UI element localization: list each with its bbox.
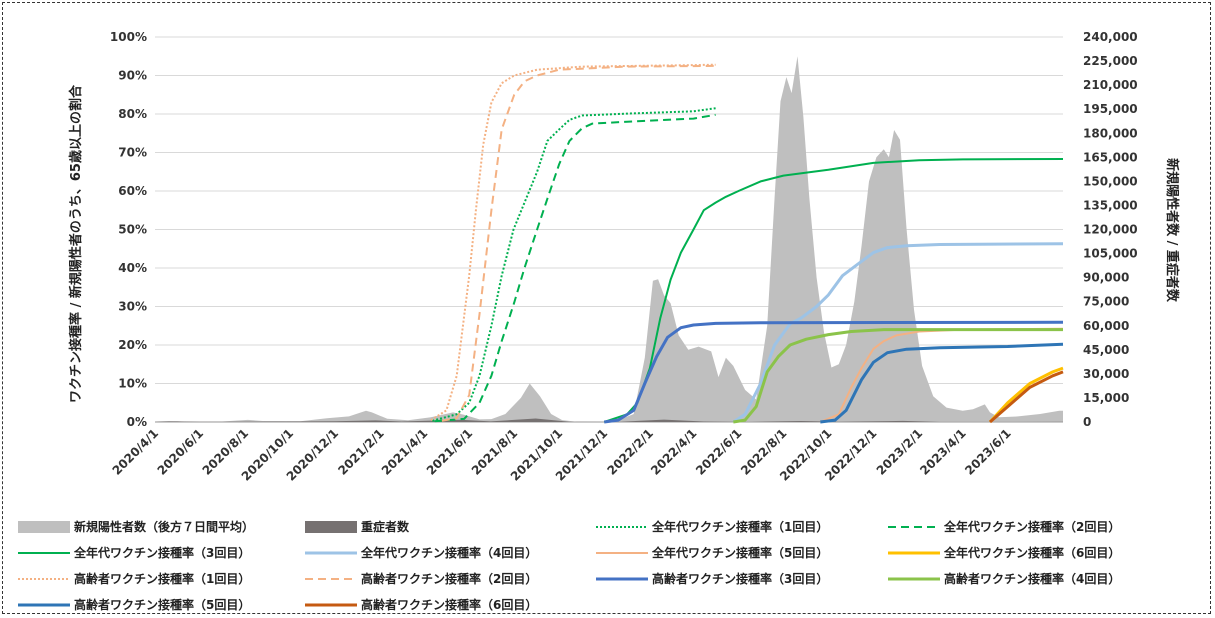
legend-label: 高齢者ワクチン接種率（4回目） bbox=[944, 571, 1120, 586]
x-tick-label: 2022/2/1 bbox=[605, 426, 657, 478]
left-tick-label: 60% bbox=[118, 184, 147, 198]
legend-label: 高齢者ワクチン接種率（2回目） bbox=[361, 571, 537, 586]
x-tick-label: 2023/4/1 bbox=[917, 426, 969, 478]
x-tick-label: 2023/6/1 bbox=[962, 426, 1014, 478]
legend-label: 全年代ワクチン接種率（2回目） bbox=[943, 519, 1120, 534]
right-tick-label: 30,000 bbox=[1083, 367, 1129, 381]
right-tick-label: 135,000 bbox=[1083, 198, 1138, 212]
right-tick-label: 150,000 bbox=[1083, 174, 1138, 188]
right-tick-label: 240,000 bbox=[1083, 30, 1138, 44]
line-高齢者ワクチン接種率（2回目） bbox=[441, 64, 716, 422]
left-tick-label: 100% bbox=[110, 30, 147, 44]
left-axis-title: ワクチン接種率 / 新規陽性者のうち、65歳以上の割合 bbox=[68, 84, 84, 403]
left-tick-label: 10% bbox=[118, 377, 147, 391]
legend-item: 全年代ワクチン接種率（1回目） bbox=[596, 519, 828, 534]
line-全年代ワクチン接種率（2回目） bbox=[434, 113, 716, 423]
right-tick-label: 75,000 bbox=[1083, 295, 1129, 309]
right-y-axis: 0 15,000 30,000 45,000 60,000 75,000 90,000 105… bbox=[1083, 30, 1138, 429]
x-tick-label: 2021/2/1 bbox=[335, 426, 387, 478]
right-tick-label: 90,000 bbox=[1083, 271, 1129, 285]
legend-label: 高齢者ワクチン接種率（3回目） bbox=[652, 571, 828, 586]
line-高齢者ワクチン接種率（5回目） bbox=[820, 342, 1064, 424]
left-tick-label: 40% bbox=[118, 261, 147, 275]
legend-item: 高齢者ワクチン接種率（2回目） bbox=[305, 571, 537, 586]
line-全年代ワクチン接種率（6回目） bbox=[988, 366, 1064, 424]
left-tick-label: 20% bbox=[118, 338, 147, 352]
left-tick-label: 90% bbox=[118, 69, 147, 83]
right-tick-label: 195,000 bbox=[1083, 102, 1138, 116]
x-tick-label: 2022/6/1 bbox=[693, 426, 745, 478]
right-tick-label: 120,000 bbox=[1083, 223, 1138, 237]
right-tick-label: 45,000 bbox=[1083, 343, 1129, 357]
x-tick-label: 2022/4/1 bbox=[648, 426, 700, 478]
area-重症者数 bbox=[155, 418, 1063, 422]
x-tick-label: 2021/4/1 bbox=[379, 426, 431, 478]
legend-item: 高齢者ワクチン接種率（3回目） bbox=[596, 571, 828, 586]
legend-item: 高齢者ワクチン接種率（6回目） bbox=[305, 597, 537, 612]
legend-label: 全年代ワクチン接種率（6回目） bbox=[943, 545, 1120, 560]
legend-label: 全年代ワクチン接種率（1回目） bbox=[651, 519, 828, 534]
right-tick-label: 180,000 bbox=[1083, 126, 1138, 140]
legend-label: 新規陽性者数（後方７日間平均） bbox=[74, 519, 254, 534]
area-series bbox=[155, 56, 1063, 423]
legend-item: 全年代ワクチン接種率（3回目） bbox=[18, 545, 250, 560]
left-tick-label: 30% bbox=[118, 300, 147, 314]
right-tick-label: 105,000 bbox=[1083, 247, 1138, 261]
x-axis: 2020/4/12020/6/12020/8/12020/10/12020/12… bbox=[110, 426, 1014, 483]
legend-swatch bbox=[18, 521, 70, 533]
legend-label: 高齢者ワクチン接種率（5回目） bbox=[74, 597, 250, 612]
line-全年代ワクチン接種率（4回目） bbox=[732, 242, 1064, 424]
legend-label: 高齢者ワクチン接種率（1回目） bbox=[74, 571, 250, 586]
legend-label: 高齢者ワクチン接種率（6回目） bbox=[361, 597, 537, 612]
legend-label: 全年代ワクチン接種率（5回目） bbox=[651, 545, 828, 560]
right-tick-label: 225,000 bbox=[1083, 54, 1138, 68]
line-高齢者ワクチン接種率（4回目） bbox=[733, 328, 1063, 424]
gridlines bbox=[155, 36, 1063, 423]
legend-label: 全年代ワクチン接種率（3回目） bbox=[73, 545, 250, 560]
left-tick-label: 80% bbox=[118, 107, 147, 121]
right-tick-label: 210,000 bbox=[1083, 78, 1138, 92]
left-tick-label: 70% bbox=[118, 146, 147, 160]
legend-label: 全年代ワクチン接種率（4回目） bbox=[360, 545, 537, 560]
legend-item: 高齢者ワクチン接種率（1回目） bbox=[18, 571, 250, 586]
legend-item: 高齢者ワクチン接種率（5回目） bbox=[18, 597, 250, 612]
line-全年代ワクチン接種率（1回目） bbox=[432, 107, 716, 422]
line-series bbox=[430, 63, 1064, 424]
legend-swatch bbox=[305, 521, 357, 533]
x-tick-label: 2020/6/1 bbox=[155, 426, 207, 478]
left-tick-label: 50% bbox=[118, 223, 147, 237]
x-tick-label: 2023/2/1 bbox=[874, 426, 926, 478]
x-tick-label: 2020/4/1 bbox=[110, 426, 162, 478]
x-tick-label: 2021/6/1 bbox=[424, 426, 476, 478]
legend-item: 新規陽性者数（後方７日間平均） bbox=[18, 519, 254, 534]
line-高齢者ワクチン接種率（6回目） bbox=[989, 370, 1064, 424]
legend-item: 全年代ワクチン接種率（6回目） bbox=[888, 545, 1120, 560]
legend-item: 全年代ワクチン接種率（5回目） bbox=[596, 545, 828, 560]
line-高齢者ワクチン接種率（3回目） bbox=[603, 320, 1064, 424]
right-tick-label: 165,000 bbox=[1083, 150, 1138, 164]
right-tick-label: 15,000 bbox=[1083, 391, 1129, 405]
left-tick-label: 0% bbox=[127, 415, 147, 429]
area-新規陽性者数（後方７日間平均） bbox=[155, 56, 1063, 423]
legend: 新規陽性者数（後方７日間平均） 重症者数 全年代ワクチン接種率（1回目） 全年代ワクチ… bbox=[18, 519, 1120, 612]
legend-item: 高齢者ワクチン接種率（4回目） bbox=[888, 571, 1120, 586]
right-axis-title: 新規陽性者数 / 重症者数 bbox=[1164, 158, 1180, 303]
legend-item: 全年代ワクチン接種率（2回目） bbox=[888, 519, 1120, 534]
right-tick-label: 60,000 bbox=[1083, 319, 1129, 333]
legend-item: 重症者数 bbox=[305, 519, 410, 534]
legend-label: 重症者数 bbox=[361, 519, 410, 534]
left-y-axis: 0% 10% 20% 30% 40% 50% 60% 70% 80% 90% 100% bbox=[110, 30, 147, 429]
line-全年代ワクチン接種率（3回目） bbox=[603, 158, 1064, 423]
legend-item: 全年代ワクチン接種率（4回目） bbox=[305, 545, 537, 560]
right-tick-label: 0 bbox=[1083, 415, 1091, 429]
